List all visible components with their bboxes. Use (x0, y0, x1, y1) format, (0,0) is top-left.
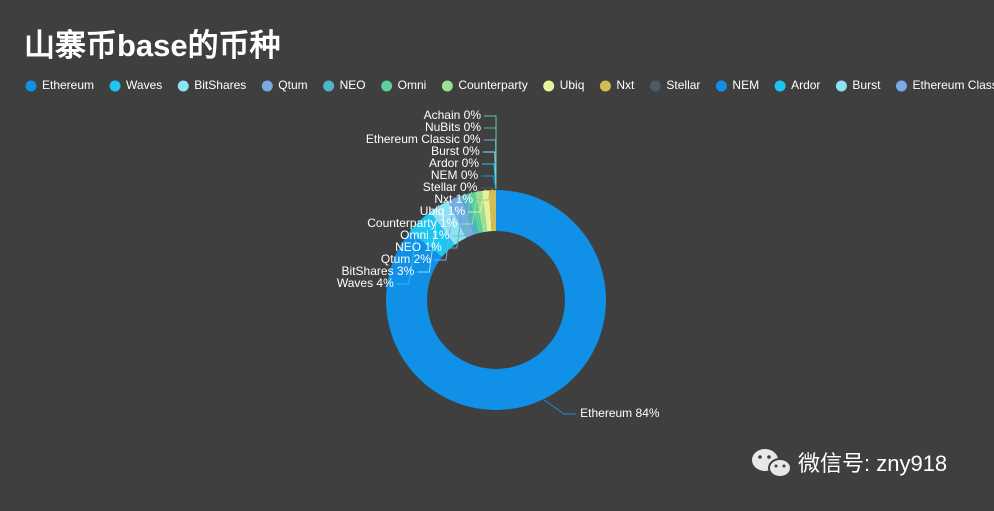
donut-slice (386, 190, 606, 410)
data-label: Ubiq 1% (420, 204, 466, 218)
data-label: Burst 0% (431, 144, 480, 158)
legend-label: Counterparty (458, 78, 527, 92)
legend-marker (835, 80, 847, 92)
legend-label: Omni (398, 78, 427, 92)
donut-slice (430, 200, 467, 245)
data-label: Stellar 0% (423, 180, 478, 194)
legend-label: Ethereum Classic (912, 78, 994, 92)
legend-marker (895, 80, 907, 92)
data-label: NuBits 0% (425, 120, 481, 134)
donut-slice (481, 190, 492, 232)
data-label: Waves 4% (337, 276, 394, 290)
label-line (543, 399, 577, 415)
legend-label: Waves (126, 78, 162, 92)
legend-marker (599, 80, 611, 92)
data-label: Qtum 2% (381, 252, 431, 266)
legend-label: Stellar (666, 78, 700, 92)
legend-marker (543, 80, 555, 92)
data-label: Ardor 0% (429, 156, 479, 170)
label-line (417, 205, 439, 273)
legend-label: Ubiq (560, 78, 585, 92)
donut-slice (488, 189, 496, 232)
data-label: NEO 1% (395, 240, 442, 254)
label-line (476, 188, 493, 201)
data-label: BitShares 3% (342, 264, 415, 278)
legend-label: Burst (852, 78, 881, 92)
data-label: Achain 0% (424, 108, 482, 122)
legend-label: Qtum (278, 78, 307, 92)
label-line (481, 175, 497, 190)
legend-label: NEO (340, 78, 366, 92)
donut-slice (474, 190, 488, 233)
label-line (484, 115, 497, 189)
legend-marker (715, 80, 727, 92)
data-label: Omni 1% (400, 228, 450, 242)
donut-slice (468, 192, 483, 234)
legend-marker (323, 80, 335, 92)
label-line (460, 190, 479, 225)
label-line (452, 191, 472, 237)
label-line (468, 189, 486, 213)
watermark: 微信号: zny918 (798, 451, 947, 476)
legend-marker (177, 80, 189, 92)
legend-label: Ardor (791, 78, 820, 92)
legend-marker (261, 80, 273, 92)
label-line (433, 197, 455, 261)
data-label: Counterparty 1% (367, 216, 457, 230)
data-label: Ethereum 84% (580, 406, 660, 420)
legend-label: Nxt (616, 78, 635, 92)
legend-marker (649, 80, 661, 92)
label-line (480, 187, 497, 190)
label-line (444, 193, 465, 249)
legend-marker (381, 80, 393, 92)
legend-label: NEM (732, 78, 759, 92)
legend-marker (25, 80, 37, 92)
donut-slice (409, 211, 455, 257)
legend-label: Ethereum (42, 78, 94, 92)
donut-slice (461, 193, 479, 235)
data-label: NEM 0% (431, 168, 479, 182)
data-label: Ethereum Classic 0% (366, 132, 481, 146)
data-label: Nxt 1% (434, 192, 473, 206)
legend-marker (109, 80, 121, 92)
wechat-icon (752, 449, 792, 478)
legend-marker (441, 80, 453, 92)
label-line (396, 220, 420, 285)
chart-title: 山寨币base的币种 (24, 28, 281, 63)
legend-marker (774, 80, 786, 92)
legend-label: BitShares (194, 78, 246, 92)
